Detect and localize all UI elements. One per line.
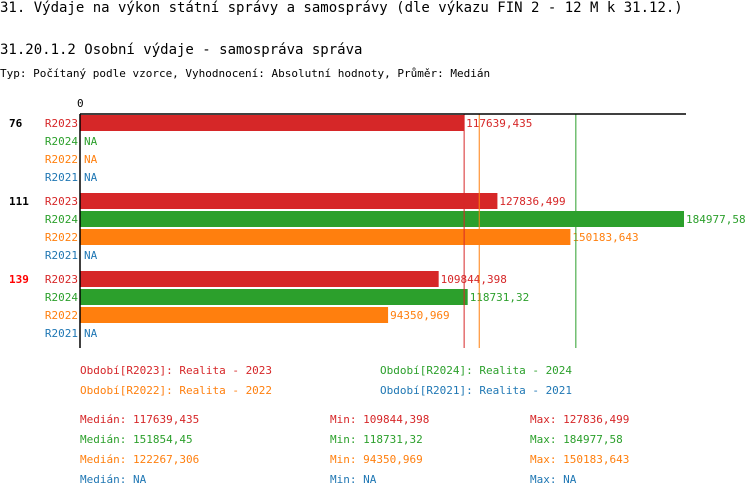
- stat-max: Max: NA: [530, 473, 577, 486]
- group-label: 111: [9, 195, 29, 208]
- data-label: NA: [84, 171, 98, 184]
- stat-min: Min: 109844,398: [330, 413, 430, 426]
- data-label: NA: [84, 135, 98, 148]
- stat-median: Medián: NA: [80, 473, 147, 486]
- stat-median: Medián: 122267,306: [80, 453, 200, 466]
- series-label: R2024: [45, 291, 78, 304]
- series-label: R2022: [45, 309, 78, 322]
- series-label: R2023: [45, 273, 78, 286]
- legend-item: Období[R2022]: Realita - 2022: [80, 384, 273, 397]
- bar: [80, 271, 439, 287]
- data-label: 94350,969: [390, 309, 450, 322]
- series-label: R2022: [45, 231, 78, 244]
- stat-min: Min: 118731,32: [330, 433, 423, 446]
- data-label: 184977,58: [686, 213, 746, 226]
- legend-item: Období[R2023]: Realita - 2023: [80, 364, 273, 377]
- stat-max: Max: 150183,643: [530, 453, 630, 466]
- stat-min: Min: 94350,969: [330, 453, 423, 466]
- chart-subtitle: 31.20.1.2 Osobní výdaje - samospráva spr…: [0, 42, 363, 58]
- bar: [80, 289, 468, 305]
- bar: [80, 193, 498, 209]
- series-label: R2022: [45, 153, 78, 166]
- data-label: NA: [84, 327, 98, 340]
- bar: [80, 229, 571, 245]
- series-label: R2021: [45, 249, 78, 262]
- data-label: 127836,499: [499, 195, 565, 208]
- stat-min: Min: NA: [330, 473, 377, 486]
- stat-max: Max: 127836,499: [530, 413, 630, 426]
- bar: [80, 307, 389, 323]
- data-label: 117639,435: [466, 117, 532, 130]
- series-label: R2021: [45, 171, 78, 184]
- group-label: 76: [9, 117, 23, 130]
- data-label: NA: [84, 153, 98, 166]
- series-label: R2023: [45, 117, 78, 130]
- data-label: NA: [84, 249, 98, 262]
- series-label: R2023: [45, 195, 78, 208]
- stat-max: Max: 184977,58: [530, 433, 623, 446]
- data-label: 150183,643: [572, 231, 638, 244]
- data-label: 118731,32: [470, 291, 530, 304]
- series-label: R2024: [45, 213, 78, 226]
- bar: [80, 115, 465, 131]
- series-label: R2021: [45, 327, 78, 340]
- page-title: 31. Výdaje na výkon státní správy a samo…: [0, 0, 683, 16]
- stat-median: Medián: 117639,435: [80, 413, 200, 426]
- x-tick-label: 0: [77, 97, 84, 110]
- group-label: 139: [9, 273, 29, 286]
- legend-item: Období[R2024]: Realita - 2024: [380, 364, 573, 377]
- bar: [80, 211, 684, 227]
- chart-info: Typ: Počítaný podle vzorce, Vyhodnocení:…: [0, 67, 491, 80]
- data-label: 109844,398: [441, 273, 507, 286]
- legend-item: Období[R2021]: Realita - 2021: [380, 384, 573, 397]
- stat-median: Medián: 151854,45: [80, 433, 193, 446]
- series-label: R2024: [45, 135, 78, 148]
